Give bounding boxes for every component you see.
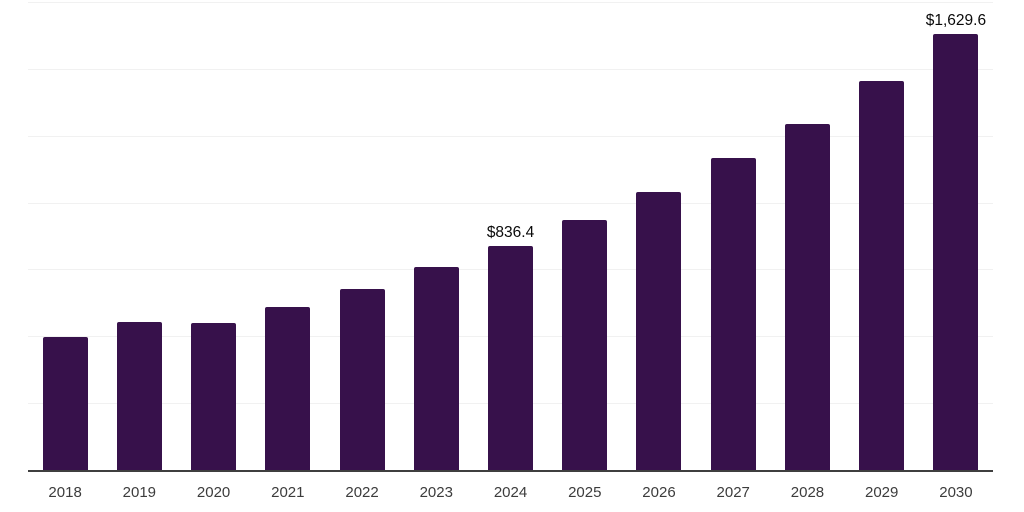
- bar-2023: [413, 267, 459, 470]
- x-tick-2019: 2019: [122, 484, 157, 501]
- bar-2021: [265, 306, 311, 470]
- bar-2020: [191, 322, 237, 470]
- bar-2025: [562, 220, 608, 470]
- gridline-1250: [28, 135, 993, 137]
- bar-2027: [710, 157, 756, 470]
- bar-value-label-2030: $1,629.6: [925, 12, 987, 30]
- bar-slot-2021: [251, 2, 325, 470]
- bar-2022: [339, 288, 385, 470]
- x-tick-2028: 2028: [790, 484, 825, 501]
- bar-2019: [116, 322, 162, 470]
- x-tick-2024: 2024: [493, 484, 528, 501]
- x-tick-2020: 2020: [196, 484, 231, 501]
- bar-2028: [784, 123, 830, 470]
- gridline-1750: [28, 2, 993, 3]
- bar-slot-2025: [548, 2, 622, 470]
- x-tick-2029: 2029: [865, 484, 899, 501]
- bar-2029: [859, 80, 905, 470]
- bar-2018: [42, 336, 88, 470]
- gridline-1500: [28, 68, 993, 70]
- bar-slot-2028: [770, 2, 844, 470]
- x-tick-2025: 2025: [568, 484, 602, 501]
- x-tick-2022: 2022: [345, 484, 379, 501]
- plot-area: $836.4 $1,629.6: [28, 2, 993, 472]
- bar-slot-2029: [845, 2, 919, 470]
- bar-slot-2022: [325, 2, 399, 470]
- x-tick-2030: 2030: [939, 484, 973, 501]
- bar-slot-2024: $836.4: [473, 2, 547, 470]
- bar-slot-2027: [696, 2, 770, 470]
- bar-slot-2030: $1,629.6: [919, 2, 993, 470]
- x-tick-2018: 2018: [48, 484, 82, 501]
- bar-2024: [488, 246, 534, 470]
- x-tick-2023: 2023: [419, 484, 453, 501]
- x-tick-2026: 2026: [642, 484, 676, 501]
- x-tick-2027: 2027: [716, 484, 750, 501]
- x-tick-2021: 2021: [271, 484, 305, 501]
- bar-slot-2020: [176, 2, 250, 470]
- bar-slot-2023: [399, 2, 473, 470]
- bar-slot-2019: [102, 2, 176, 470]
- gridline-1000: [28, 202, 993, 204]
- bar-2026: [636, 192, 682, 470]
- bar-slot-2026: [622, 2, 696, 470]
- bars-layer: $836.4 $1,629.6: [28, 2, 993, 470]
- bar-slot-2018: [28, 2, 102, 470]
- x-axis-labels: 2018 2019 2020 2021 2022 2023 2024 2025 2026 2027…: [28, 472, 993, 501]
- bar-2030: [933, 34, 979, 470]
- bar-value-label-2024: $836.4: [486, 224, 535, 242]
